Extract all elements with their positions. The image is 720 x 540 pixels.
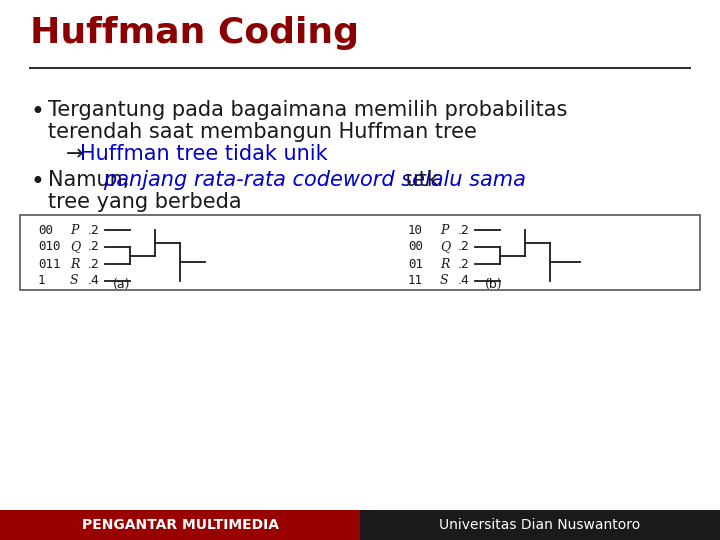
Text: P: P [70,224,78,237]
Text: 011: 011 [38,258,60,271]
FancyBboxPatch shape [20,215,700,290]
Text: •: • [30,170,44,194]
Text: 00: 00 [38,224,53,237]
Text: 01: 01 [408,258,423,271]
Text: P: P [440,224,449,237]
Text: .2: .2 [88,258,100,271]
Text: .4: .4 [458,274,470,287]
Text: S: S [70,274,78,287]
Text: PENGANTAR MULTIMEDIA: PENGANTAR MULTIMEDIA [81,518,279,532]
Bar [360,510,720,540]
Text: panjang rata-rata codeword selalu sama: panjang rata-rata codeword selalu sama [102,170,526,190]
Text: Universitas Dian Nuswantoro: Universitas Dian Nuswantoro [439,518,641,532]
Text: 00: 00 [408,240,423,253]
Text: (a): (a) [113,278,130,291]
Text: •: • [30,100,44,124]
Text: .2: .2 [458,258,470,271]
Text: Q: Q [440,240,450,253]
Text: →: → [66,144,90,164]
Text: Namun,: Namun, [48,170,136,190]
Text: 10: 10 [408,224,423,237]
Text: S: S [440,274,449,287]
Text: .2: .2 [458,224,470,237]
Text: 010: 010 [38,240,60,253]
Text: terendah saat membangun Huffman tree: terendah saat membangun Huffman tree [48,122,477,142]
Text: (b): (b) [485,278,503,291]
Text: R: R [70,258,79,271]
Text: tree yang berbeda: tree yang berbeda [48,192,242,212]
Text: Huffman tree tidak unik: Huffman tree tidak unik [80,144,328,164]
Text: .2: .2 [458,240,470,253]
Bar [0,510,360,540]
Text: .2: .2 [88,224,100,237]
Text: Huffman Coding: Huffman Coding [30,16,359,50]
Text: Q: Q [70,240,80,253]
Text: 1: 1 [38,274,45,287]
Text: .4: .4 [88,274,100,287]
Text: Tergantung pada bagaimana memilih probabilitas: Tergantung pada bagaimana memilih probab… [48,100,567,120]
Text: .2: .2 [88,240,100,253]
Text: utk: utk [399,170,439,190]
Text: 11: 11 [408,274,423,287]
Text: R: R [440,258,449,271]
